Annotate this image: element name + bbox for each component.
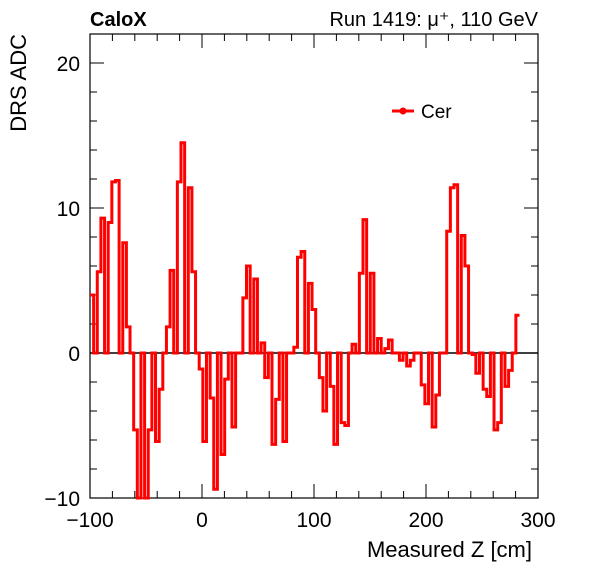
x-tick-label: 0 [196, 509, 208, 532]
y-tick-label: −10 [44, 488, 80, 511]
x-tick-label: 100 [296, 509, 331, 532]
y-axis-title: DRS ADC [6, 34, 31, 132]
series-cer-line [90, 141, 520, 500]
plot-frame [89, 33, 539, 499]
experiment-label: CaloX [90, 9, 147, 31]
run-label: Run 1419: μ⁺, 110 GeV [329, 9, 538, 31]
legend-marker-cer [399, 107, 407, 115]
y-tick-label: 20 [57, 53, 80, 76]
y-tick-label: 10 [57, 198, 80, 221]
legend-label-cer: Cer [421, 102, 452, 123]
x-axis-title: Measured Z [cm] [367, 537, 532, 562]
legend: Cer [392, 102, 452, 123]
x-tick-label: 300 [520, 509, 555, 532]
x-tick-label: 200 [408, 509, 443, 532]
x-tick-label: −100 [66, 509, 113, 532]
y-tick-label: 0 [68, 343, 80, 366]
